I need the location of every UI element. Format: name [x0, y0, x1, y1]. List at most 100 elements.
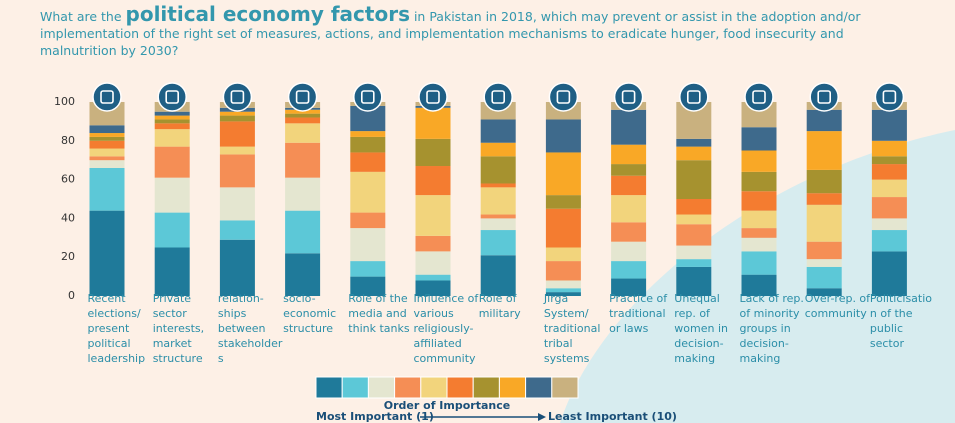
x-tick-label: Influence of various religiously-affilia…	[413, 292, 479, 365]
bar-segment	[741, 210, 777, 229]
bar-segment	[89, 156, 125, 161]
icon-glyph	[752, 90, 766, 104]
legend-high: Least Important (10)	[548, 410, 677, 423]
bar-segment	[611, 144, 647, 165]
bar-segment	[806, 259, 842, 267]
bar-segment	[545, 280, 581, 289]
y-tick-label: 0	[68, 289, 75, 302]
bar-segment	[741, 237, 777, 252]
bar-segment	[219, 121, 255, 147]
bar-segment	[285, 177, 321, 211]
y-tick-label: 40	[61, 211, 75, 224]
bar-segment	[154, 177, 190, 213]
bar-segment	[806, 288, 842, 296]
icon	[548, 82, 579, 112]
bar-segment	[89, 167, 125, 211]
legend-swatch	[551, 376, 579, 399]
title: What are the political economy factors i…	[40, 4, 920, 59]
bar-segment	[741, 191, 777, 211]
bar-segment	[415, 274, 451, 281]
bar-segment	[154, 111, 190, 116]
bar-segment	[350, 131, 386, 137]
legend-low: Most Important (1)	[316, 410, 434, 423]
bar-segment	[415, 251, 451, 275]
bar-segment	[545, 119, 581, 153]
icon-glyph	[165, 90, 179, 104]
bar-segment	[871, 140, 907, 157]
legend-swatch	[472, 376, 500, 399]
bar-segment	[545, 261, 581, 281]
bar-segment	[350, 212, 386, 229]
bar-segment	[415, 235, 451, 252]
icon	[418, 82, 448, 112]
icon-glyph	[882, 90, 897, 104]
bar-segment	[545, 288, 581, 293]
bar-segment	[806, 109, 842, 132]
bar-segment	[676, 138, 712, 147]
y-tick-label: 20	[61, 250, 75, 263]
bar-segment	[871, 197, 907, 219]
x-tick-label: Lack of rep. of minority groups in decis…	[739, 292, 804, 365]
bar-segment	[219, 220, 255, 240]
legend-swatch	[498, 376, 527, 399]
icon-glyph	[426, 90, 440, 104]
bar-segment	[676, 146, 712, 161]
x-tick-label: Jirga System/ traditional tribal systems	[543, 292, 601, 365]
bar-segment	[219, 239, 255, 296]
x-tick-label: Practice of traditional or laws	[609, 292, 668, 335]
bar-segment	[741, 251, 777, 275]
bar-segment	[545, 247, 581, 262]
icon-glyph	[100, 90, 114, 104]
icon-glyph	[556, 90, 571, 104]
bar-segment	[611, 195, 647, 223]
bar-segment	[806, 266, 842, 289]
bar-segment	[545, 195, 581, 209]
icon-glyph	[817, 90, 832, 104]
bar-segment	[741, 274, 777, 296]
bar-segment	[676, 259, 712, 267]
bar-segment	[89, 140, 125, 149]
bar-segment	[676, 266, 712, 296]
bar-segment	[154, 123, 190, 130]
bar-segment	[219, 115, 255, 122]
bar-segment	[285, 210, 321, 254]
bar-segment	[89, 125, 125, 134]
bar-segment	[611, 175, 647, 196]
y-tick-label: 80	[61, 134, 75, 147]
x-tick-label: Private sector interests, market structu…	[152, 292, 205, 365]
bar-segment	[480, 214, 516, 219]
bar-segment	[611, 278, 647, 296]
bar-segment	[806, 131, 842, 170]
bar-segment	[154, 115, 190, 120]
icon-glyph	[360, 90, 375, 104]
bar-segment	[154, 247, 190, 296]
bar-segment	[480, 183, 516, 188]
x-tick-label: socio-economic structure	[283, 292, 337, 335]
bar-segment	[350, 228, 386, 262]
bar-segment	[676, 199, 712, 215]
bar-segment	[676, 245, 712, 260]
bar-segment	[871, 251, 907, 296]
bar-segment	[676, 214, 712, 225]
bar-segment	[219, 146, 255, 155]
bar-segment	[415, 195, 451, 236]
bar-segment	[285, 113, 321, 118]
bar-segment	[871, 164, 907, 180]
legend-swatch	[420, 376, 448, 399]
legend-swatch	[525, 376, 553, 399]
icon-glyph	[686, 90, 701, 104]
bar-segment	[806, 193, 842, 205]
icon	[353, 82, 383, 112]
bar-segment	[545, 208, 581, 248]
bar-segment	[219, 187, 255, 221]
bar-segment	[350, 136, 386, 153]
bar-segment	[219, 111, 255, 116]
bar-segment	[415, 280, 451, 296]
bar-segment	[741, 228, 777, 238]
icon-glyph	[230, 90, 245, 104]
bar-segment	[154, 119, 190, 124]
bar-segment	[741, 150, 777, 172]
icon	[483, 82, 513, 112]
bar-segment	[415, 138, 451, 167]
